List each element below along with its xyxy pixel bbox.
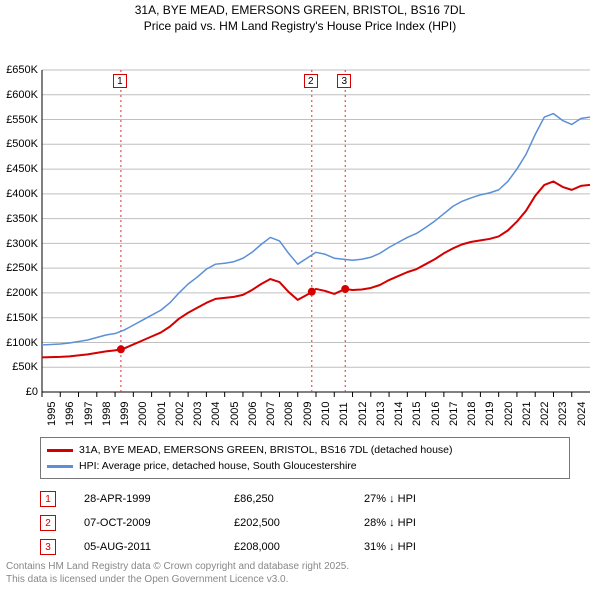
x-tick-label: 2018 [466,402,478,426]
x-tick-label: 1995 [46,402,58,426]
y-tick-label: £300K [0,238,38,250]
y-tick-label: £550K [0,114,38,126]
x-tick-label: 2019 [484,402,496,426]
x-tick-label: 2012 [357,402,369,426]
y-tick-label: £350K [0,213,38,225]
x-tick-label: 2020 [503,402,515,426]
x-tick-label: 2007 [265,402,277,426]
x-tick-label: 1999 [119,402,131,426]
table-row: 2 07-OCT-2009£202,50028% ↓ HPI [40,511,570,535]
x-tick-label: 2023 [557,402,569,426]
x-tick-label: 2024 [576,402,588,426]
y-tick-label: £600K [0,89,38,101]
attribution-line-2: This data is licensed under the Open Gov… [6,574,349,587]
y-tick-label: £250K [0,262,38,274]
y-tick-label: £0 [0,386,38,398]
attribution-line-1: Contains HM Land Registry data © Crown c… [6,561,349,574]
y-tick-label: £150K [0,312,38,324]
legend-swatch-2 [47,465,73,468]
sale-price: £208,000 [234,541,364,553]
x-tick-label: 2006 [247,402,259,426]
sale-price: £86,250 [234,493,364,505]
table-row: 1 28-APR-1999£86,25027% ↓ HPI [40,487,570,511]
title-line-2: Price paid vs. HM Land Registry's House … [0,19,600,35]
attribution: Contains HM Land Registry data © Crown c… [6,561,349,586]
x-tick-label: 2010 [320,402,332,426]
sale-delta: 31% ↓ HPI [364,541,484,553]
y-tick-label: £450K [0,163,38,175]
x-tick-label: 2013 [375,402,387,426]
sale-date: 05-AUG-2011 [84,541,234,553]
sale-badge: 3 [40,539,56,555]
sale-delta: 28% ↓ HPI [364,517,484,529]
x-tick-label: 2002 [174,402,186,426]
x-tick-label: 2008 [283,402,295,426]
title-line-1: 31A, BYE MEAD, EMERSONS GREEN, BRISTOL, … [0,3,600,19]
x-tick-label: 2021 [521,402,533,426]
x-tick-label: 2000 [137,402,149,426]
x-tick-label: 2016 [430,402,442,426]
sale-marker-badge: 1 [113,74,127,88]
chart-area: £0 £50K £100K £150K £200K £250K £300K £350K £400… [0,34,600,429]
chart-svg [0,34,600,429]
legend-label-1: 31A, BYE MEAD, EMERSONS GREEN, BRISTOL, … [79,444,453,456]
x-tick-label: 2014 [393,402,405,426]
sale-price: £202,500 [234,517,364,529]
legend-label-2: HPI: Average price, detached house, Sout… [79,460,357,472]
x-tick-label: 2001 [156,402,168,426]
sale-badge: 2 [40,515,56,531]
legend-row-price-paid: 31A, BYE MEAD, EMERSONS GREEN, BRISTOL, … [47,442,563,458]
y-tick-label: £400K [0,188,38,200]
x-tick-label: 2004 [210,402,222,426]
sale-date: 07-OCT-2009 [84,517,234,529]
x-tick-label: 2005 [229,402,241,426]
x-tick-label: 2011 [338,403,350,427]
x-tick-label: 2022 [539,402,551,426]
x-tick-label: 1998 [101,402,113,426]
y-tick-label: £650K [0,64,38,76]
y-tick-label: £200K [0,287,38,299]
legend-swatch-1 [47,449,73,452]
legend-row-hpi: HPI: Average price, detached house, Sout… [47,458,563,474]
y-tick-label: £50K [0,361,38,373]
y-tick-label: £100K [0,337,38,349]
sale-badge: 1 [40,491,56,507]
table-row: 3 05-AUG-2011£208,00031% ↓ HPI [40,535,570,559]
legend: 31A, BYE MEAD, EMERSONS GREEN, BRISTOL, … [40,437,570,479]
x-tick-label: 2003 [192,402,204,426]
x-tick-label: 2009 [302,402,314,426]
x-tick-label: 2015 [411,402,423,426]
sale-delta: 27% ↓ HPI [364,493,484,505]
sale-date: 28-APR-1999 [84,493,234,505]
x-tick-label: 2017 [448,402,460,426]
x-tick-label: 1997 [83,402,95,426]
sale-marker-badge: 3 [337,74,351,88]
sales-table: 1 28-APR-1999£86,25027% ↓ HPI 2 07-OCT-2009… [40,487,570,559]
price-paid-line [42,182,590,358]
chart-title: 31A, BYE MEAD, EMERSONS GREEN, BRISTOL, … [0,0,600,34]
y-tick-label: £500K [0,138,38,150]
x-tick-label: 1996 [64,402,76,426]
sale-marker-badge: 2 [304,74,318,88]
